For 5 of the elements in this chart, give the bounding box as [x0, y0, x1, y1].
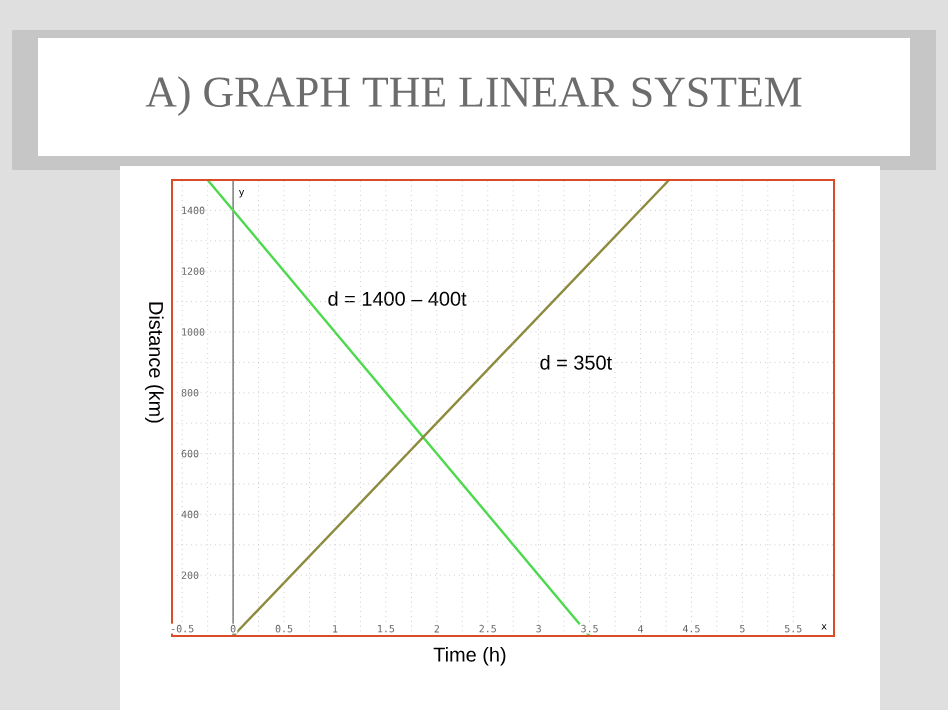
annotation: d = 350t — [540, 355, 612, 370]
x-axis-title: Time (h) — [433, 647, 506, 666]
y-axis-title: Distance (km) — [145, 302, 164, 423]
chart-title: A) GRAPH THE LINEAR SYSTEM — [145, 76, 802, 116]
annotation: d = 1400 – 400t — [328, 291, 467, 306]
